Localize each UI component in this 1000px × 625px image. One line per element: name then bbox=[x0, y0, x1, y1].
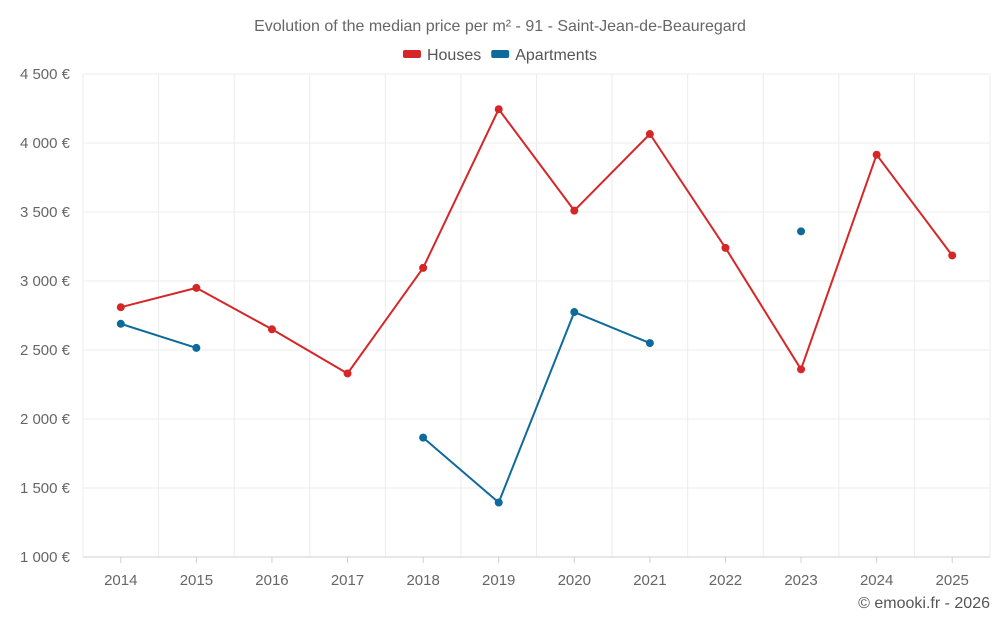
y-tick-label: 1 000 € bbox=[20, 549, 71, 566]
houses-point bbox=[267, 325, 276, 334]
houses-point bbox=[192, 283, 201, 292]
apartments-point bbox=[645, 339, 654, 348]
apartments-point bbox=[570, 308, 579, 317]
y-tick-label: 4 500 € bbox=[20, 66, 71, 83]
houses-point bbox=[116, 303, 125, 312]
apartments-point bbox=[419, 433, 428, 442]
legend: Houses Apartments bbox=[402, 47, 597, 64]
apartments-point bbox=[192, 343, 201, 352]
x-tick-label: 2022 bbox=[709, 572, 742, 589]
chart-title: Evolution of the median price per m² - 9… bbox=[254, 18, 746, 35]
legend-label-houses: Houses bbox=[427, 47, 481, 64]
y-tick-label: 2 500 € bbox=[20, 342, 71, 359]
x-tick-label: 2024 bbox=[860, 572, 893, 589]
apartments-point bbox=[116, 319, 125, 328]
x-tick-label: 2015 bbox=[180, 572, 213, 589]
x-tick-label: 2018 bbox=[406, 572, 439, 589]
x-tick-label: 2023 bbox=[784, 572, 817, 589]
y-tick-label: 3 500 € bbox=[20, 204, 71, 221]
apartments-line bbox=[422, 311, 651, 504]
series-layer bbox=[116, 105, 957, 507]
gridlines bbox=[82, 73, 991, 558]
x-tick-label: 2016 bbox=[255, 572, 288, 589]
x-tick-label: 2014 bbox=[104, 572, 137, 589]
houses-point bbox=[721, 243, 730, 252]
legend-swatch-apartments bbox=[491, 50, 510, 58]
houses-point bbox=[872, 150, 881, 159]
houses-point bbox=[948, 251, 957, 260]
y-axis: 1 000 € 1 500 € 2 000 € 2 500 € 3 000 € 3 500… bbox=[20, 66, 71, 566]
houses-point bbox=[645, 130, 654, 139]
x-tick-label: 2025 bbox=[936, 572, 969, 589]
apartments-line bbox=[120, 322, 197, 349]
houses-point bbox=[797, 365, 806, 374]
y-tick-label: 1 500 € bbox=[20, 480, 71, 497]
legend-label-apartments: Apartments bbox=[515, 47, 597, 64]
houses-point bbox=[419, 263, 428, 272]
x-tick-label: 2020 bbox=[558, 572, 591, 589]
houses-line bbox=[120, 108, 954, 375]
houses-point bbox=[494, 105, 503, 114]
credit-text: © emooki.fr - 2026 bbox=[858, 595, 990, 612]
apartments-point bbox=[494, 498, 503, 507]
x-tick-label: 2017 bbox=[331, 572, 364, 589]
houses-point bbox=[343, 369, 352, 378]
y-tick-label: 2 000 € bbox=[20, 411, 71, 428]
x-tick-label: 2019 bbox=[482, 572, 515, 589]
x-axis: 2014 2015 2016 2017 2018 2019 2020 2021 2022 2023… bbox=[104, 557, 969, 589]
series-houses bbox=[116, 105, 957, 378]
series-apartments bbox=[116, 227, 806, 507]
apartments-point bbox=[797, 227, 806, 236]
y-tick-label: 4 000 € bbox=[20, 135, 71, 152]
legend-swatch-houses bbox=[402, 50, 421, 58]
x-tick-label: 2021 bbox=[633, 572, 666, 589]
houses-point bbox=[570, 206, 579, 215]
y-tick-label: 3 000 € bbox=[20, 273, 71, 290]
